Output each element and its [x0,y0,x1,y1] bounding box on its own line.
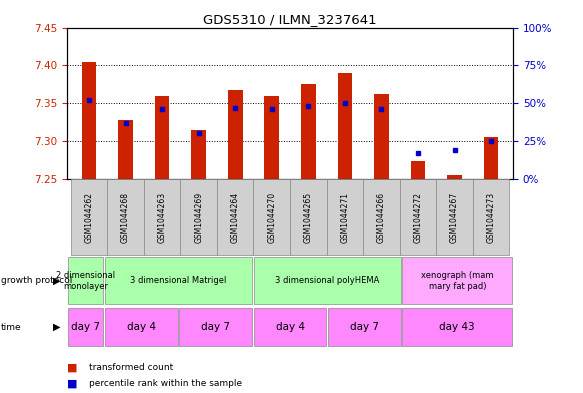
Text: GSM1044272: GSM1044272 [413,192,423,242]
Bar [363,179,400,255]
Bar [473,179,510,255]
Bar [254,308,326,346]
Bar [447,175,462,179]
Bar [290,179,326,255]
Bar [410,162,426,179]
Bar [436,179,473,255]
Text: ■: ■ [67,362,78,373]
Bar [154,95,170,179]
Bar [107,179,144,255]
Text: day 7: day 7 [71,322,100,332]
Text: ▶: ▶ [53,322,60,332]
Bar [105,257,252,305]
Bar [338,73,352,179]
Bar [118,120,133,179]
Text: GSM1044266: GSM1044266 [377,191,386,243]
Text: GSM1044269: GSM1044269 [194,191,203,243]
Bar [265,95,279,179]
Text: GSM1044267: GSM1044267 [450,191,459,243]
Bar [328,308,401,346]
Text: GSM1044273: GSM1044273 [487,191,496,243]
Text: GSM1044264: GSM1044264 [231,191,240,243]
Text: GSM1044268: GSM1044268 [121,192,130,242]
Text: GSM1044263: GSM1044263 [157,191,167,243]
Text: 2 dimensional
monolayer: 2 dimensional monolayer [56,271,115,291]
Text: GSM1044262: GSM1044262 [85,192,93,242]
Text: GSM1044270: GSM1044270 [267,191,276,243]
Text: ▶: ▶ [53,276,60,286]
Bar [254,179,290,255]
Text: 3 dimensional Matrigel: 3 dimensional Matrigel [131,277,227,285]
Bar [374,94,389,179]
Text: ■: ■ [67,378,78,388]
Text: day 7: day 7 [350,322,379,332]
Bar [402,257,512,305]
Bar [228,90,243,179]
Bar [71,179,107,255]
Bar [144,179,180,255]
Bar [180,308,252,346]
Text: day 4: day 4 [127,322,156,332]
Bar [68,308,103,346]
Bar [180,179,217,255]
Bar [68,257,103,305]
Text: transformed count: transformed count [89,363,174,372]
Bar [254,257,401,305]
Text: GSM1044265: GSM1044265 [304,191,313,243]
Text: growth protocol: growth protocol [1,277,72,285]
Text: GSM1044271: GSM1044271 [340,192,349,242]
Text: percentile rank within the sample: percentile rank within the sample [89,379,243,387]
Text: xenograph (mam
mary fat pad): xenograph (mam mary fat pad) [421,271,494,291]
Text: day 7: day 7 [201,322,230,332]
Bar [301,84,315,179]
Bar [402,308,512,346]
Text: day 4: day 4 [276,322,304,332]
Bar [400,179,436,255]
Bar [82,62,96,179]
Bar [191,130,206,179]
Bar [217,179,254,255]
Text: time: time [1,323,21,332]
Title: GDS5310 / ILMN_3237641: GDS5310 / ILMN_3237641 [203,13,377,26]
Text: day 43: day 43 [440,322,475,332]
Bar [326,179,363,255]
Bar [484,137,498,179]
Bar [105,308,178,346]
Text: 3 dimensional polyHEMA: 3 dimensional polyHEMA [275,277,380,285]
